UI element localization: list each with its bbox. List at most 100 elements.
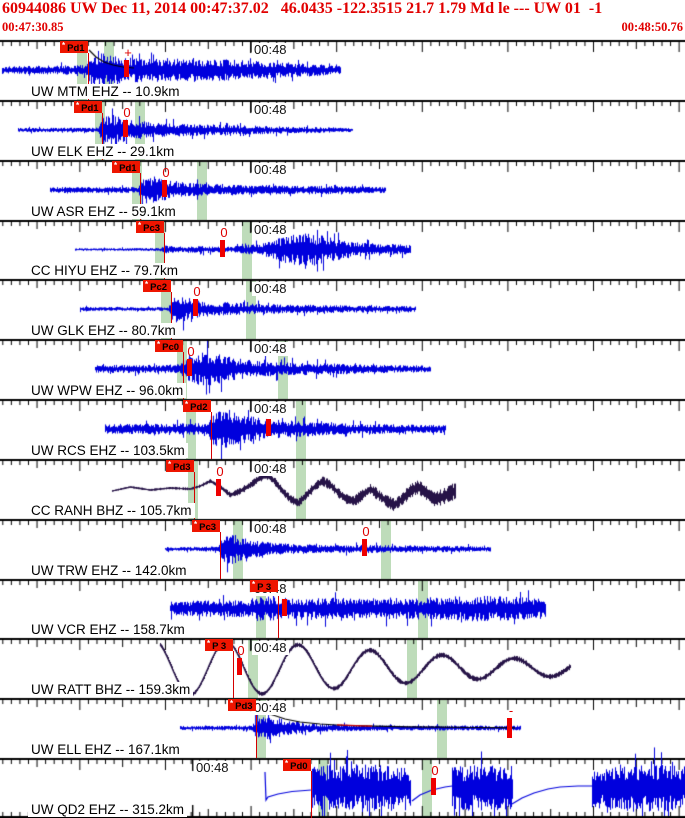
trace-row[interactable]: * Pd1 + 00:48 UW MTM EHZ -- 10.9km: [0, 40, 685, 100]
p-pick-line[interactable]: [311, 771, 312, 818]
coda-marker-glyph: 0: [123, 105, 131, 120]
minute-label: 00:48: [252, 42, 289, 57]
trace-row[interactable]: * Pc2 0 00:48 UW GLK EHZ -- 80.7km: [0, 279, 685, 339]
minute-label: 00:48: [252, 281, 289, 296]
trace-row[interactable]: * Pd3 0 00:48 CC RANH BHZ -- 105.7km: [0, 459, 685, 519]
trace-row[interactable]: * Pd0 0 00:48 UW QD2 EHZ -- 315.2km: [0, 758, 685, 818]
minute-label: 00:48: [252, 162, 289, 177]
trace-row[interactable]: * P 3 0 00:48 UW RATT BHZ -- 159.3km: [0, 638, 685, 698]
arrival-window: [318, 760, 328, 818]
p-pick-label: Pd1: [119, 163, 137, 174]
coda-marker-bar: [193, 299, 198, 316]
arrival-window: [296, 401, 306, 459]
arrival-window: [296, 461, 306, 519]
arrival-window: [197, 162, 207, 220]
coda-marker-bar: [187, 359, 192, 376]
p-pick-flag[interactable]: * Pd1: [60, 41, 88, 54]
coda-marker-glyph: +: [124, 45, 132, 60]
p-pick-line[interactable]: [233, 651, 234, 698]
coda-marker-glyph: 0: [216, 464, 224, 479]
coda-marker-bar: [220, 240, 225, 257]
p-pick-label: Pd1: [67, 43, 85, 54]
station-label: UW TRW EHZ -- 142.0km: [28, 563, 190, 578]
coda-marker-bar: [431, 778, 436, 795]
coda-marker-glyph: 0: [220, 225, 228, 240]
p-pick-line[interactable]: [256, 711, 257, 758]
station-label: UW RATT BHZ -- 159.3km: [28, 682, 194, 697]
coda-marker-bar: [124, 60, 129, 77]
p-pick-flag[interactable]: * Pc0: [155, 340, 183, 353]
p-pick-label: Pc2: [150, 282, 168, 293]
coda-marker-bar: [123, 120, 128, 137]
p-pick-flag[interactable]: * Pd3: [166, 460, 194, 473]
coda-marker-bar: [162, 180, 167, 197]
p-pick-line[interactable]: [278, 592, 279, 638]
coda-marker-glyph: 0: [187, 344, 195, 359]
coda-marker-bar: [282, 599, 287, 616]
p-pick-flag[interactable]: * Pd1: [74, 101, 102, 114]
trace-row[interactable]: * Pd1 0 00:48 UW ASR EHZ -- 59.1km: [0, 160, 685, 220]
arrival-window: [233, 521, 243, 579]
station-label: UW VCR EHZ -- 158.7km: [28, 622, 188, 637]
p-pick-label: Pd0: [290, 761, 308, 772]
p-pick-flag[interactable]: * Pd3: [228, 699, 256, 712]
window-start-time: 00:47:30.85: [2, 20, 64, 34]
arrival-window: [381, 521, 391, 579]
station-label: UW RCS EHZ -- 103.5km: [28, 443, 188, 458]
trace-row[interactable]: *Pd2 0 00:48 UW RCS EHZ -- 103.5km: [0, 399, 685, 459]
p-pick-flag[interactable]: * Pc2: [143, 280, 171, 293]
trace-row[interactable]: * Pd1 0 00:48 UW ELK EHZ -- 29.1km: [0, 100, 685, 160]
p-pick-flag[interactable]: * Pd0: [283, 759, 311, 772]
trace-row[interactable]: * Pc3 0 00:48 UW TRW EHZ -- 142.0km: [0, 519, 685, 579]
p-pick-label: Pc0: [162, 342, 180, 353]
p-pick-flag[interactable]: * Pc3: [192, 520, 220, 533]
arrival-window: [437, 700, 447, 758]
p-pick-label: P 3: [257, 582, 272, 593]
trace-row[interactable]: *P 3 0 00:48 UW VCR EHZ -- 158.7km: [0, 579, 685, 638]
p-pick-line[interactable]: [220, 532, 221, 579]
coda-marker-glyph: 0: [193, 284, 201, 299]
coda-marker-glyph: 0: [431, 763, 439, 778]
p-pick-line[interactable]: [211, 412, 212, 459]
p-pick-label: Pd2: [190, 402, 208, 413]
window-end-time: 00:48:50.76: [621, 20, 683, 34]
trace-row[interactable]: * Pc0 0 00:48 UW WPW EHZ -- 96.0km: [0, 339, 685, 399]
minute-label: 00:48: [252, 102, 289, 117]
station-label: UW QD2 EHZ -- 315.2km: [28, 802, 188, 817]
station-label: CC RANH BHZ -- 105.7km: [28, 503, 195, 518]
p-pick-flag[interactable]: * Pc3: [136, 221, 164, 234]
minute-label: 00:48: [252, 521, 289, 536]
coda-marker-glyph: 0: [162, 165, 170, 180]
trace-row[interactable]: * Pc3 0 00:48 CC HIYU EHZ -- 79.7km: [0, 220, 685, 279]
coda-marker-bar: [362, 539, 367, 556]
station-label: UW MTM EHZ -- 10.9km: [28, 84, 183, 99]
p-pick-flag[interactable]: * Pd2: [183, 400, 211, 413]
minute-label: 00:48: [252, 461, 289, 476]
p-pick-label: P 3: [212, 641, 227, 652]
station-label: UW WPW EHZ -- 96.0km: [28, 383, 187, 398]
event-header: 60944086 UW Dec 11, 2014 00:47:37.02 46.…: [2, 0, 603, 17]
minute-label: 00:48: [252, 341, 289, 356]
p-pick-flag[interactable]: * P 3: [205, 639, 233, 652]
minute-label: 00:48: [194, 760, 231, 775]
arrival-window: [242, 222, 252, 279]
coda-marker-glyph: 0: [237, 643, 245, 658]
p-pick-flag[interactable]: * P 3: [250, 580, 278, 593]
coda-marker-bar: [216, 479, 221, 496]
arrival-window: [418, 581, 428, 638]
trace-row[interactable]: * Pd3 - 00:48 UW ELL EHZ -- 167.1km: [0, 698, 685, 758]
station-label: UW ELL EHZ -- 167.1km: [28, 742, 183, 757]
coda-marker-bar: [237, 658, 242, 675]
minute-label: 00:48: [252, 401, 289, 416]
p-pick-flag[interactable]: * Pd1: [112, 161, 140, 174]
coda-marker-bar: [266, 419, 271, 436]
p-pick-label: Pd3: [235, 701, 253, 712]
minute-label: 00:48: [252, 700, 289, 715]
p-pick-label: Pd1: [81, 103, 99, 114]
p-pick-label: Pd3: [173, 462, 191, 473]
station-label: UW GLK EHZ -- 80.7km: [28, 323, 179, 338]
coda-marker-glyph: 0: [362, 524, 370, 539]
minute-label: 00:48: [252, 640, 289, 655]
coda-marker-glyph: -: [508, 703, 514, 718]
